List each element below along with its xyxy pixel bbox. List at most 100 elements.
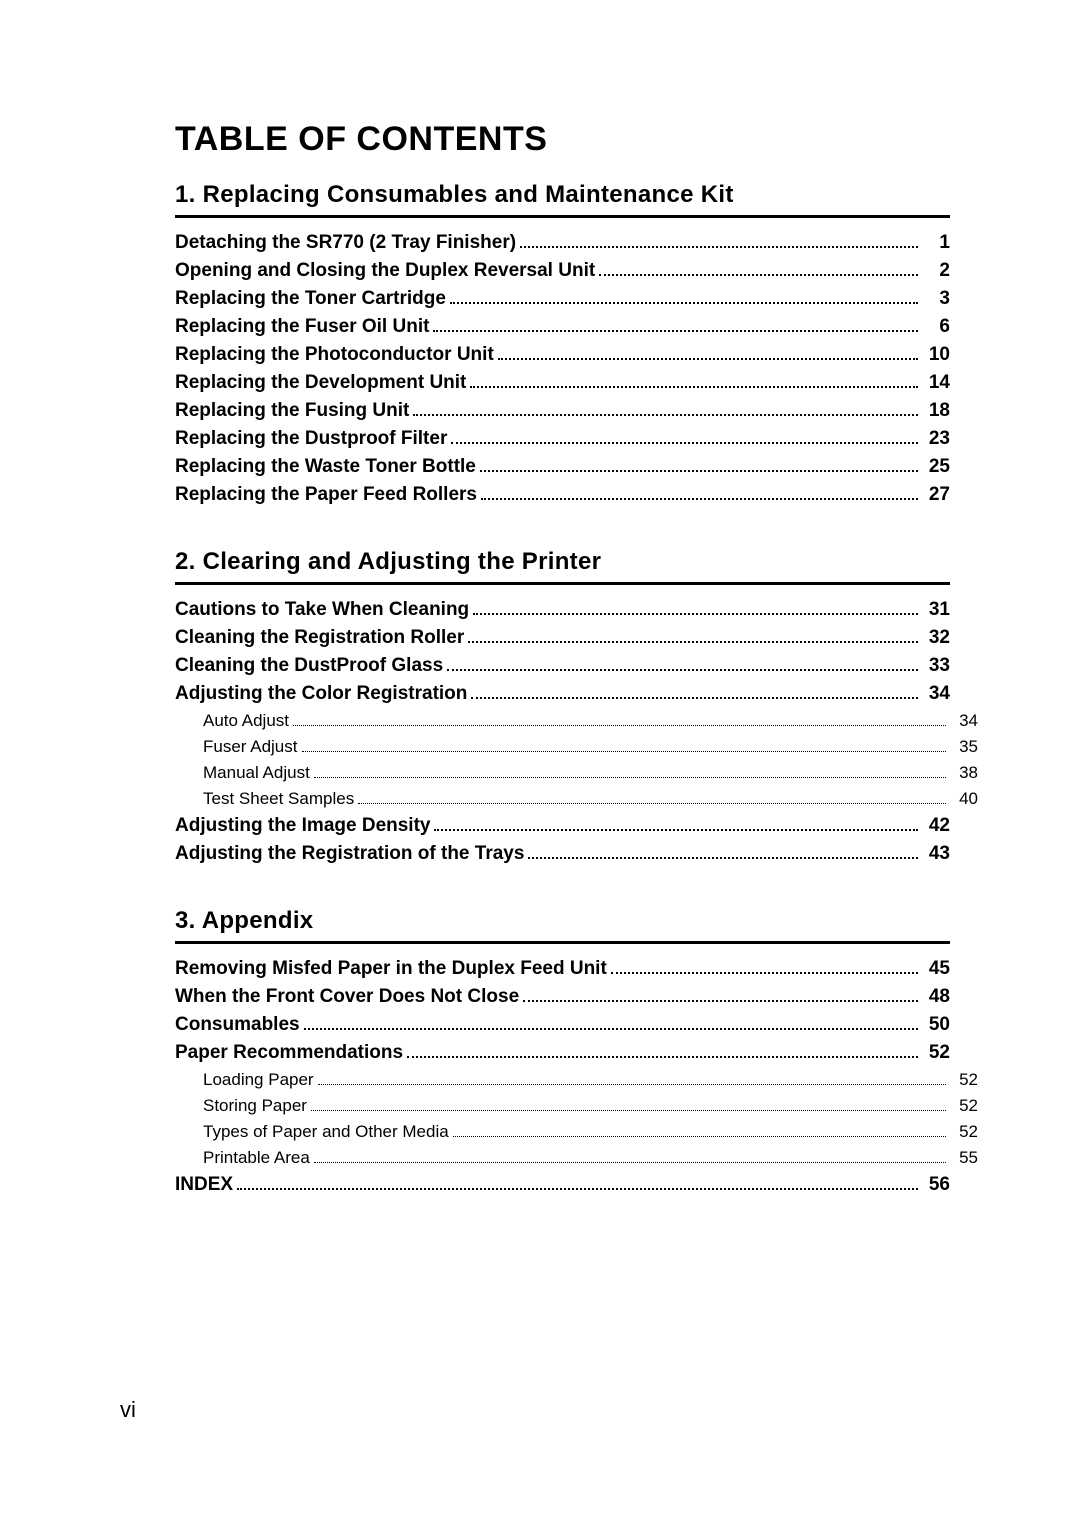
toc-entry-label: Consumables bbox=[175, 1014, 300, 1036]
toc-entry: Replacing the Development Unit 14 bbox=[175, 372, 950, 394]
toc-entry-page: 33 bbox=[922, 655, 950, 677]
toc-entry-label: Replacing the Waste Toner Bottle bbox=[175, 456, 476, 478]
toc-entry: INDEX 56 bbox=[175, 1174, 950, 1196]
toc-leader bbox=[498, 358, 918, 360]
toc-leader bbox=[314, 777, 946, 778]
toc-entry: Consumables50 bbox=[175, 1014, 950, 1036]
toc-entry-label: Printable Area bbox=[203, 1148, 310, 1168]
toc-entry-page: 10 bbox=[922, 344, 950, 366]
toc-leader bbox=[447, 669, 918, 671]
section-gap bbox=[175, 512, 950, 540]
toc-entry-page: 38 bbox=[950, 763, 978, 783]
toc-entry-label: Adjusting the Image Density bbox=[175, 815, 430, 837]
toc-entry-page: 52 bbox=[950, 1096, 978, 1116]
toc-leader bbox=[450, 302, 918, 304]
toc-entry-page: 6 bbox=[922, 316, 950, 338]
toc-entry: Manual Adjust 38 bbox=[175, 763, 978, 783]
toc-entry-page: 43 bbox=[922, 843, 950, 865]
toc-entry-page: 27 bbox=[922, 484, 950, 506]
toc-entry: Replacing the Paper Feed Rollers27 bbox=[175, 484, 950, 506]
section-heading: 1. Replacing Consumables and Maintenance… bbox=[175, 181, 950, 209]
section-rule bbox=[175, 215, 950, 218]
toc-entry-page: 52 bbox=[922, 1042, 950, 1064]
toc-leader bbox=[520, 246, 918, 248]
section-gap bbox=[175, 871, 950, 899]
toc-entry: Adjusting the Image Density42 bbox=[175, 815, 950, 837]
toc-leader bbox=[611, 972, 918, 974]
toc-entry: Replacing the Fusing Unit 18 bbox=[175, 400, 950, 422]
toc-entry: Types of Paper and Other Media52 bbox=[175, 1122, 978, 1142]
toc-leader bbox=[318, 1084, 946, 1085]
toc-leader bbox=[473, 613, 918, 615]
toc-entry-label: Replacing the Photoconductor Unit bbox=[175, 344, 494, 366]
page-title: TABLE OF CONTENTS bbox=[175, 120, 950, 159]
toc-leader bbox=[304, 1028, 918, 1030]
toc-entry: Cleaning the DustProof Glass 33 bbox=[175, 655, 950, 677]
toc-entry-label: Cleaning the DustProof Glass bbox=[175, 655, 443, 677]
section-rule bbox=[175, 941, 950, 944]
toc-entry-page: 1 bbox=[922, 232, 950, 254]
toc-leader bbox=[528, 857, 918, 859]
toc-entry-page: 18 bbox=[922, 400, 950, 422]
toc-entry-page: 56 bbox=[922, 1174, 950, 1196]
toc-leader bbox=[311, 1110, 946, 1111]
section-heading: 2. Clearing and Adjusting the Printer bbox=[175, 548, 950, 576]
toc-entry: Loading Paper52 bbox=[175, 1070, 978, 1090]
toc-entry-page: 55 bbox=[950, 1148, 978, 1168]
toc-entry: Cautions to Take When Cleaning 31 bbox=[175, 599, 950, 621]
toc-leader bbox=[293, 725, 946, 726]
toc-entry-label: When the Front Cover Does Not Close bbox=[175, 986, 519, 1008]
toc-entry: Printable Area 55 bbox=[175, 1148, 978, 1168]
toc-entry: Storing Paper 52 bbox=[175, 1096, 978, 1116]
toc-entry: Replacing the Toner Cartridge 3 bbox=[175, 288, 950, 310]
page-number: vi bbox=[120, 1397, 136, 1423]
toc-entry-label: Cautions to Take When Cleaning bbox=[175, 599, 469, 621]
toc-leader bbox=[302, 751, 947, 752]
page-container: TABLE OF CONTENTS 1. Replacing Consumabl… bbox=[0, 0, 1080, 1196]
toc-entry-label: Paper Recommendations bbox=[175, 1042, 403, 1064]
toc-entry-label: Detaching the SR770 (2 Tray Finisher) bbox=[175, 232, 516, 254]
toc-entry: Cleaning the Registration Roller32 bbox=[175, 627, 950, 649]
toc-entry-label: Replacing the Dustproof Filter bbox=[175, 428, 447, 450]
toc-entry-label: Replacing the Development Unit bbox=[175, 372, 466, 394]
toc-entry: Fuser Adjust 35 bbox=[175, 737, 978, 757]
toc-entry-page: 52 bbox=[950, 1070, 978, 1090]
toc-leader bbox=[471, 697, 918, 699]
toc-entry-page: 31 bbox=[922, 599, 950, 621]
toc-leader bbox=[481, 498, 918, 500]
toc-entry-label: Storing Paper bbox=[203, 1096, 307, 1116]
toc-entry: Adjusting the Registration of the Trays4… bbox=[175, 843, 950, 865]
toc-entry: Replacing the Photoconductor Unit 10 bbox=[175, 344, 950, 366]
toc-entry-page: 34 bbox=[950, 711, 978, 731]
toc-leader bbox=[237, 1188, 918, 1190]
toc-entry-label: Fuser Adjust bbox=[203, 737, 298, 757]
toc-entry-label: Replacing the Fuser Oil Unit bbox=[175, 316, 429, 338]
toc-body: 1. Replacing Consumables and Maintenance… bbox=[175, 181, 950, 1196]
toc-entry-label: Manual Adjust bbox=[203, 763, 310, 783]
toc-entry-page: 35 bbox=[950, 737, 978, 757]
toc-entry-label: INDEX bbox=[175, 1174, 233, 1196]
toc-entry-page: 25 bbox=[922, 456, 950, 478]
toc-entry-label: Replacing the Fusing Unit bbox=[175, 400, 409, 422]
toc-entry-page: 34 bbox=[922, 683, 950, 705]
toc-entry-label: Adjusting the Color Registration bbox=[175, 683, 467, 705]
toc-leader bbox=[451, 442, 918, 444]
toc-leader bbox=[453, 1136, 946, 1137]
toc-leader bbox=[433, 330, 918, 332]
toc-entry: Removing Misfed Paper in the Duplex Feed… bbox=[175, 958, 950, 980]
toc-entry: Adjusting the Color Registration 34 bbox=[175, 683, 950, 705]
toc-entry: When the Front Cover Does Not Close48 bbox=[175, 986, 950, 1008]
toc-entry-label: Replacing the Toner Cartridge bbox=[175, 288, 446, 310]
toc-leader bbox=[413, 414, 918, 416]
toc-leader bbox=[599, 274, 918, 276]
toc-entry: Test Sheet Samples 40 bbox=[175, 789, 978, 809]
toc-entry: Paper Recommendations 52 bbox=[175, 1042, 950, 1064]
toc-entry-page: 3 bbox=[922, 288, 950, 310]
toc-entry-page: 32 bbox=[922, 627, 950, 649]
toc-entry-page: 45 bbox=[922, 958, 950, 980]
toc-entry-label: Auto Adjust bbox=[203, 711, 289, 731]
toc-entry-label: Test Sheet Samples bbox=[203, 789, 354, 809]
toc-entry-page: 40 bbox=[950, 789, 978, 809]
toc-entry-page: 14 bbox=[922, 372, 950, 394]
toc-entry: Replacing the Waste Toner Bottle 25 bbox=[175, 456, 950, 478]
